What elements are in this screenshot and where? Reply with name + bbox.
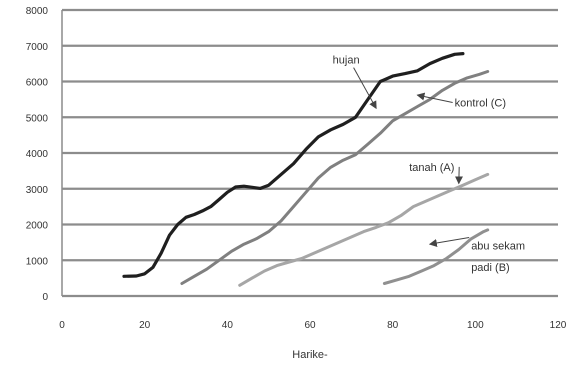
x-axis-label: Harike- (292, 349, 328, 361)
x-tick-label: 120 (550, 320, 567, 331)
annotation-label: tanah (A) (409, 162, 454, 174)
y-tick-label: 7000 (26, 42, 49, 53)
series-line-2 (238, 172, 490, 287)
series-line-3 (382, 228, 490, 285)
x-tick-label: 60 (304, 320, 316, 331)
y-tick-label: 2000 (26, 221, 49, 232)
x-tick-label: 80 (387, 320, 399, 331)
series-line-0 (122, 52, 465, 278)
annotation-label: padi (B) (471, 262, 510, 274)
annotation-arrow (416, 92, 453, 104)
annotation-label: hujan (333, 55, 360, 67)
annotations: hujan kontrol (C) tanah (A) abu sekam padi (… (333, 55, 525, 274)
annotation-arrow (428, 237, 470, 247)
annotation-label: abu sekam (471, 241, 525, 253)
y-tick-label: 6000 (26, 78, 49, 89)
y-tick-label: 5000 (26, 113, 49, 124)
x-tick-label: 100 (467, 320, 484, 331)
y-tick-label: 4000 (26, 149, 49, 160)
y-tick-label: 8000 (26, 6, 49, 17)
y-tick-label: 3000 (26, 185, 49, 196)
series-lines (122, 52, 490, 287)
series-line-1 (180, 70, 490, 285)
x-tick-labels: 0 20 40 60 80 100 120 (59, 320, 567, 331)
annotation-label: kontrol (C) (455, 98, 506, 110)
grid (62, 8, 558, 298)
y-tick-label: 1000 (26, 256, 49, 267)
annotation-arrow (353, 67, 377, 110)
y-tick-labels: 0 1000 2000 3000 4000 5000 6000 7000 8000 (26, 6, 49, 303)
x-tick-label: 20 (139, 320, 151, 331)
x-tick-label: 0 (59, 320, 65, 331)
x-tick-label: 40 (222, 320, 234, 331)
y-tick-label: 0 (42, 292, 48, 303)
